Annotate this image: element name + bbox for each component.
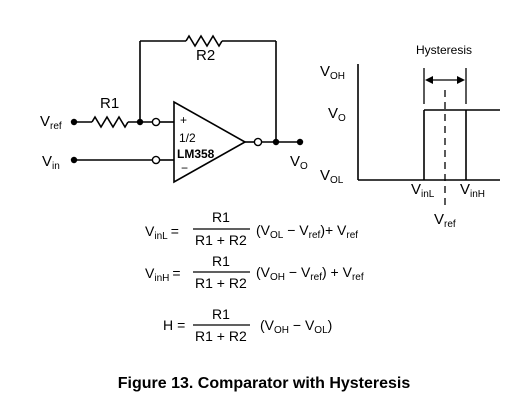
plus-sign: + [180, 113, 187, 127]
r2-label: R2 [196, 47, 215, 64]
vo-output-label: VO [290, 153, 308, 172]
output-pin [253, 137, 263, 147]
vin-input-label: Vin [42, 153, 60, 172]
r2-resistor [185, 34, 223, 48]
equation-vinh: VinH = R1 R1 + R2 (VOH − Vref) + Vref [145, 253, 364, 291]
hysteresis-label: Hysteresis [416, 43, 472, 57]
minus-sign: − [181, 161, 188, 175]
vinh-label: VinH [460, 181, 485, 200]
svg-text:R1: R1 [212, 209, 230, 225]
svg-text:(VOH − Vref) + Vref: (VOH − Vref) + Vref [256, 264, 364, 283]
r1-label: R1 [100, 95, 119, 112]
equation-hysteresis: H = R1 R1 + R2 (VOH − VOL) [163, 306, 332, 344]
svg-text:R1 + R2: R1 + R2 [195, 328, 247, 344]
opamp-part-label: LM358 [177, 147, 215, 161]
circuit-schematic: + − 1/2 LM358 R1 R2 Vref Vin VO [40, 34, 308, 184]
svg-text:R1: R1 [212, 253, 230, 269]
vref-input-label: Vref [40, 113, 62, 132]
svg-text:R1: R1 [212, 306, 230, 322]
vref-graph-label: Vref [434, 211, 456, 230]
opamp-half-label: 1/2 [179, 131, 196, 145]
svg-text:VinH=: VinH = [145, 265, 181, 284]
svg-text:(VOH − VOL): (VOH − VOL) [260, 317, 332, 336]
figure-caption: Figure 13. Comparator with Hysteresis [118, 375, 411, 392]
noninverting-input-pin [151, 117, 161, 127]
vol-label: VOL [320, 167, 344, 186]
svg-text:VinL=: VinL = [145, 223, 179, 242]
hysteresis-graph: Hysteresis VOH VO VOL VinL VinH Vref [320, 43, 500, 230]
equation-vinl: VinL = R1 R1 + R2 (VOL − Vref)+ Vref [145, 209, 358, 248]
vinl-label: VinL [411, 181, 435, 200]
feedback-junction-node [272, 138, 280, 146]
voh-label: VOH [320, 63, 345, 82]
vo-terminal [296, 138, 304, 146]
inverting-input-pin [151, 155, 161, 165]
vo-label: VO [328, 105, 346, 124]
svg-text:R1 + R2: R1 + R2 [195, 275, 247, 291]
r1-resistor [91, 115, 129, 129]
svg-text:H=: H = [163, 317, 185, 333]
svg-text:(VOL − Vref)+ Vref: (VOL − Vref)+ Vref [256, 222, 358, 241]
opamp-triangle [173, 100, 247, 184]
svg-text:R1 + R2: R1 + R2 [195, 232, 247, 248]
